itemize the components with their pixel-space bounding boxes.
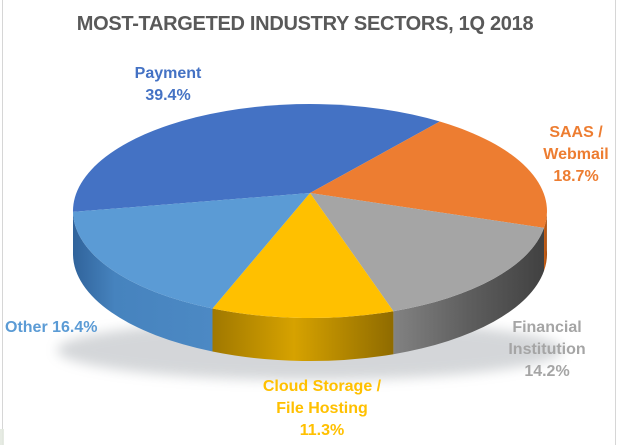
label-saas-webmail: SAAS / Webmail 18.7% (516, 122, 618, 188)
label-saas-line1: SAAS / (549, 124, 603, 141)
label-cloud-line2: File Hosting (276, 400, 368, 417)
label-cloud-storage: Cloud Storage / File Hosting 11.3% (237, 376, 407, 442)
label-cloud-pct: 11.3% (299, 422, 345, 439)
label-financial-line1: Financial (512, 319, 582, 336)
pie-rim-financial-institution (393, 227, 544, 355)
page-edge-line-left (2, 0, 3, 445)
pie-slice-cloud-storage-file-hosting (212, 193, 394, 319)
page-edge-line-right (615, 0, 616, 445)
chart-title: MOST-TARGETED INDUSTRY SECTORS, 1Q 2018 (76, 13, 534, 35)
label-other-text: Other 16.4% (5, 319, 98, 336)
label-saas-pct: 18.7% (553, 168, 599, 185)
label-financial-line2: Institution (508, 341, 586, 358)
label-payment: Payment 39.4% (88, 63, 248, 107)
label-cloud-line1: Cloud Storage / (262, 378, 382, 395)
pie-slice-saas-webmail (310, 121, 547, 228)
pie-rim-cloud-storage-file-hosting (212, 308, 394, 362)
corner-accent (0, 429, 4, 445)
label-financial-institution: Financial Institution 14.2% (487, 317, 607, 383)
label-other: Other 16.4% (5, 317, 135, 339)
label-saas-line2: Webmail (543, 146, 609, 163)
label-payment-pct: 39.4% (145, 87, 191, 104)
pie-slice-payment (72, 104, 440, 212)
pie-slice-other (73, 193, 310, 309)
label-payment-name: Payment (134, 65, 202, 82)
pie-slice-financial-institution (310, 193, 544, 312)
pie-rim-other (73, 211, 213, 352)
pie-rim-saas-webmail (544, 207, 548, 271)
label-financial-pct: 14.2% (524, 363, 570, 380)
